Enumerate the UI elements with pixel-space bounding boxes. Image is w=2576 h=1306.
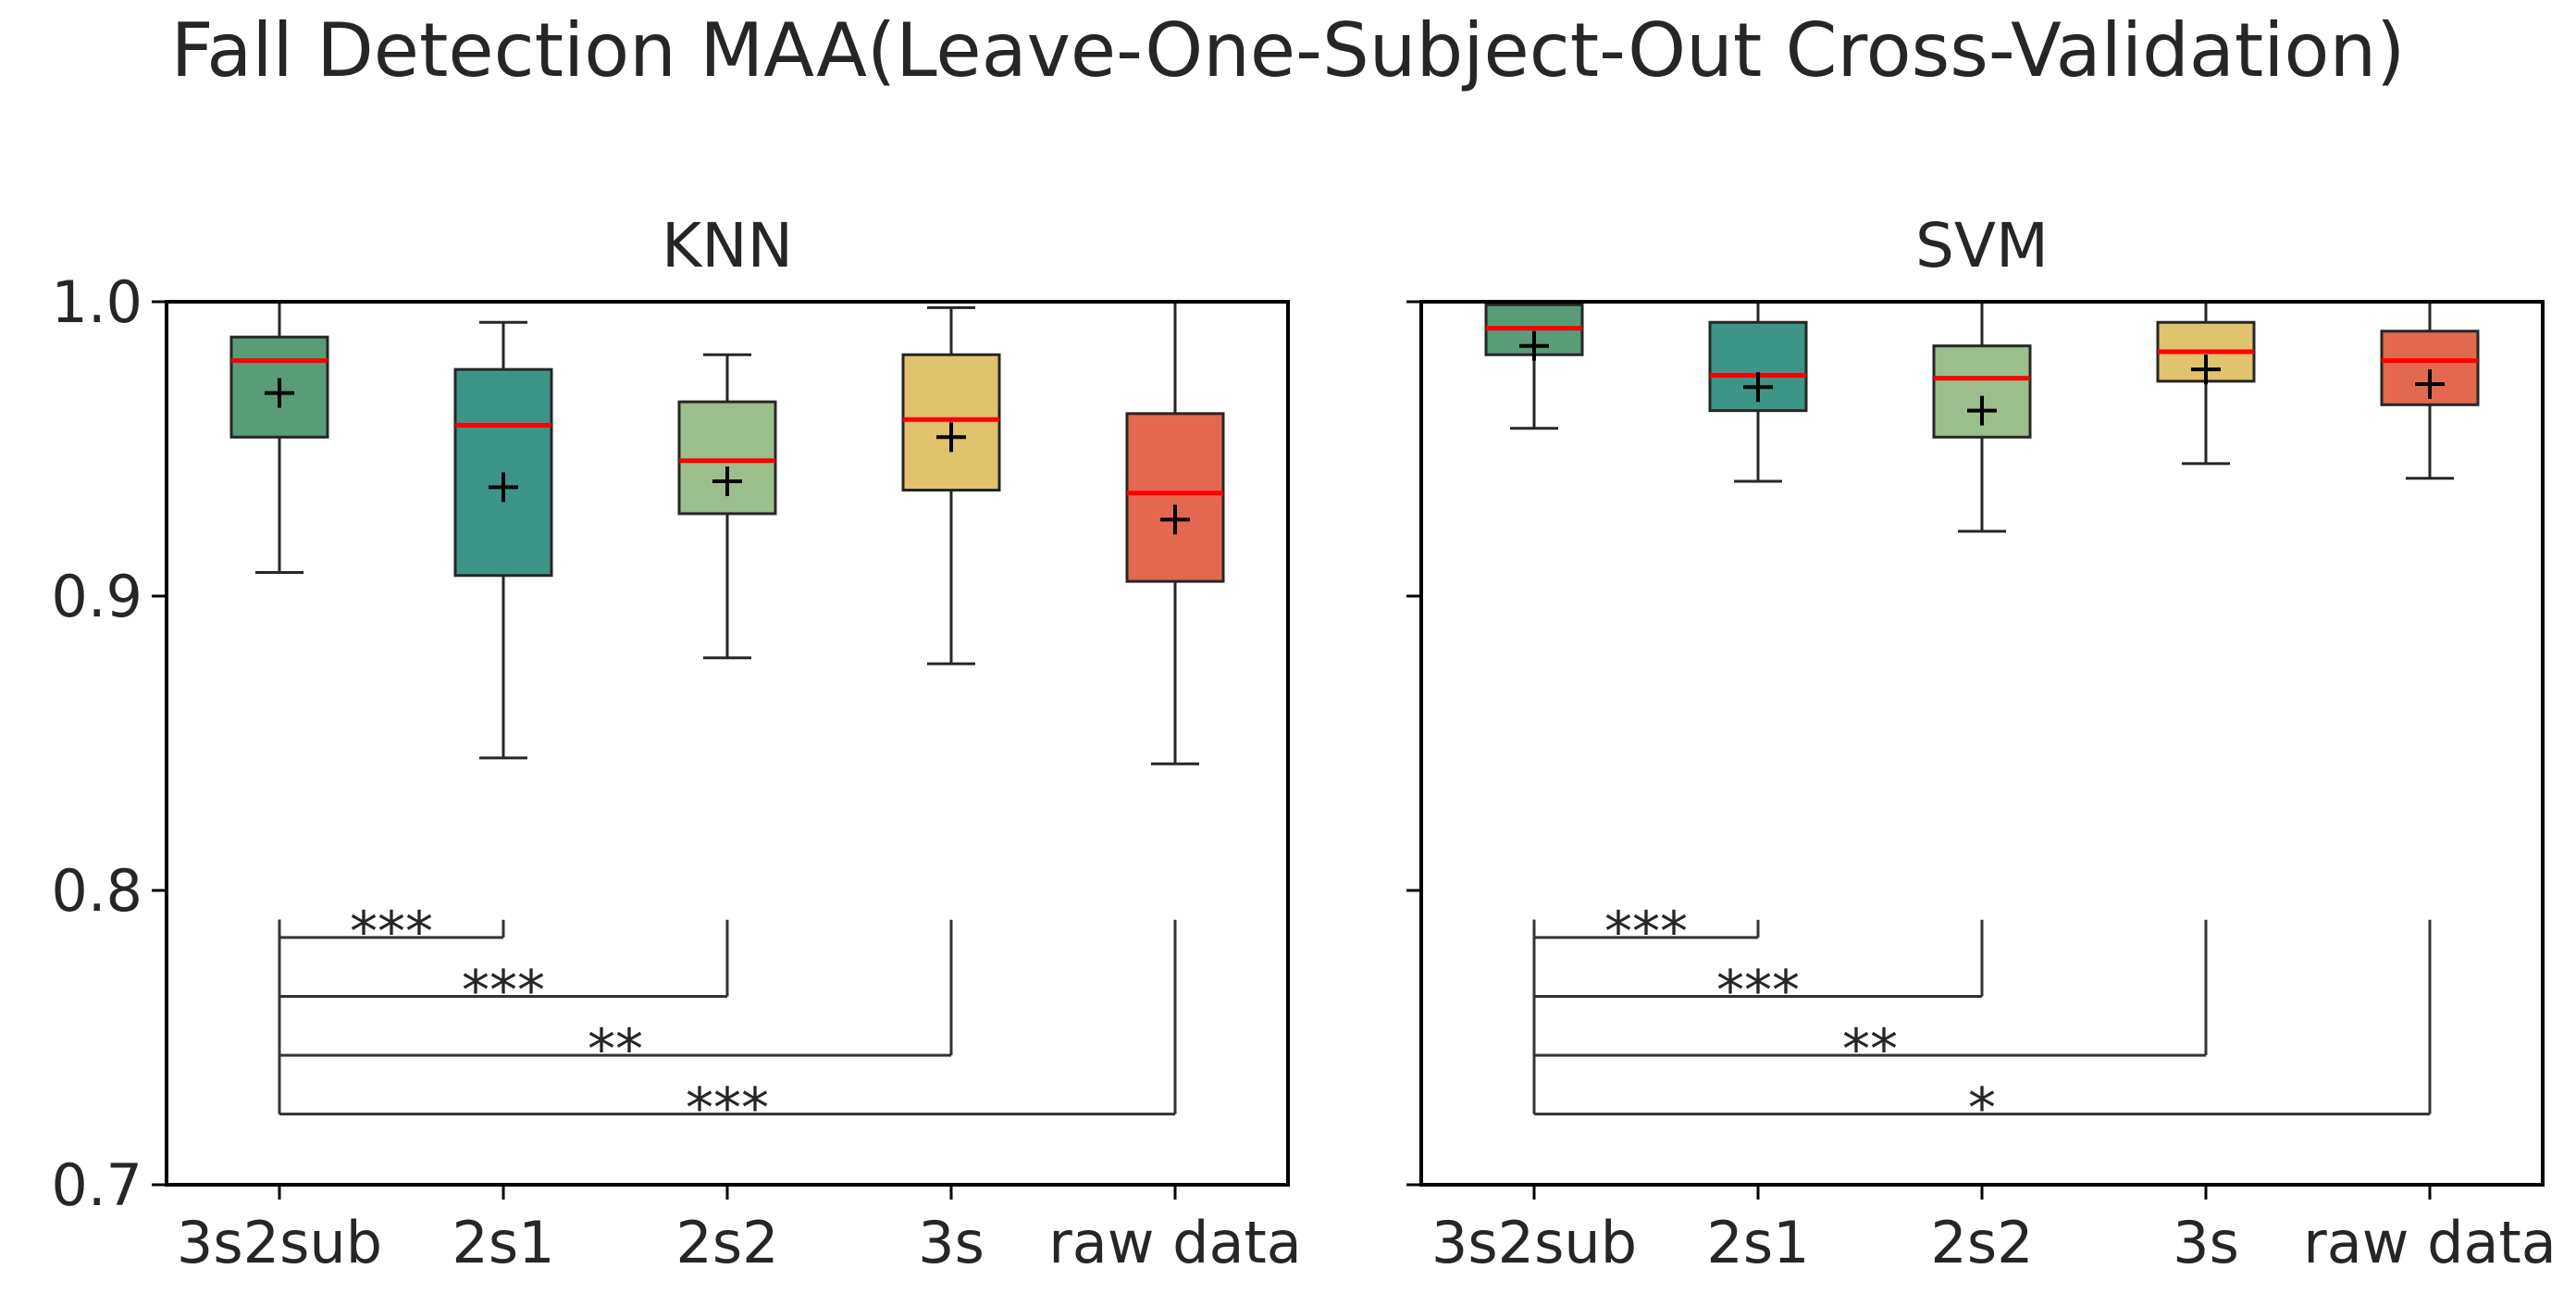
significance-label: * (1968, 1076, 1996, 1141)
box-raw-data (2380, 300, 2480, 480)
significance-bracket: *** (278, 919, 1177, 1141)
significance-label: *** (686, 1076, 769, 1141)
significance-label: *** (1604, 900, 1688, 964)
significance-label: ** (1842, 1017, 1898, 1082)
x-tick-label: raw data (1048, 1209, 1302, 1276)
x-tick-label: 2s1 (452, 1209, 554, 1276)
x-tick-label: 2s2 (675, 1209, 778, 1276)
box-3s (2156, 300, 2256, 466)
iqr-box (1125, 412, 1225, 583)
x-tick-label: raw data (2303, 1209, 2557, 1276)
box-3s2sub (1484, 300, 1584, 430)
y-tick-label: 0.7 (51, 1151, 142, 1219)
x-tick-label: 3s (918, 1209, 985, 1276)
box-2s1 (1708, 300, 1808, 483)
iqr-box (901, 353, 1001, 492)
x-tick-label: 3s2sub (1431, 1209, 1637, 1276)
iqr-box (677, 400, 777, 516)
y-tick-label: 0.8 (51, 857, 142, 925)
box-2s1 (453, 320, 553, 760)
box-2s2 (677, 353, 777, 660)
significance-bracket: *** (1532, 900, 1760, 964)
plot-frame (1419, 300, 2545, 1187)
chart-title: Fall Detection MAA(Leave-One-Subject-Out… (171, 7, 2406, 93)
x-tick-label: 3s2sub (177, 1209, 382, 1276)
box-3s (901, 305, 1001, 665)
box-2s2 (1932, 300, 2032, 533)
panel-title: KNN (662, 210, 793, 281)
box-raw-data (1125, 300, 1225, 765)
y-tick-label: 0.9 (51, 563, 142, 630)
y-tick-label: 1.0 (51, 268, 142, 336)
significance-label: ** (588, 1017, 643, 1082)
significance-bracket: * (1532, 919, 2432, 1141)
x-tick-label: 2s2 (1930, 1209, 2033, 1276)
significance-label: *** (350, 900, 433, 964)
significance-label: *** (462, 958, 545, 1023)
x-tick-label: 3s (2173, 1209, 2239, 1276)
panel-title: SVM (1915, 210, 2049, 281)
x-tick-label: 2s1 (1706, 1209, 1809, 1276)
plot-frame (165, 300, 1290, 1187)
significance-label: *** (1716, 958, 1800, 1023)
box-3s2sub (229, 300, 329, 575)
significance-bracket: *** (278, 900, 505, 964)
significance-bracket: ** (278, 919, 953, 1082)
